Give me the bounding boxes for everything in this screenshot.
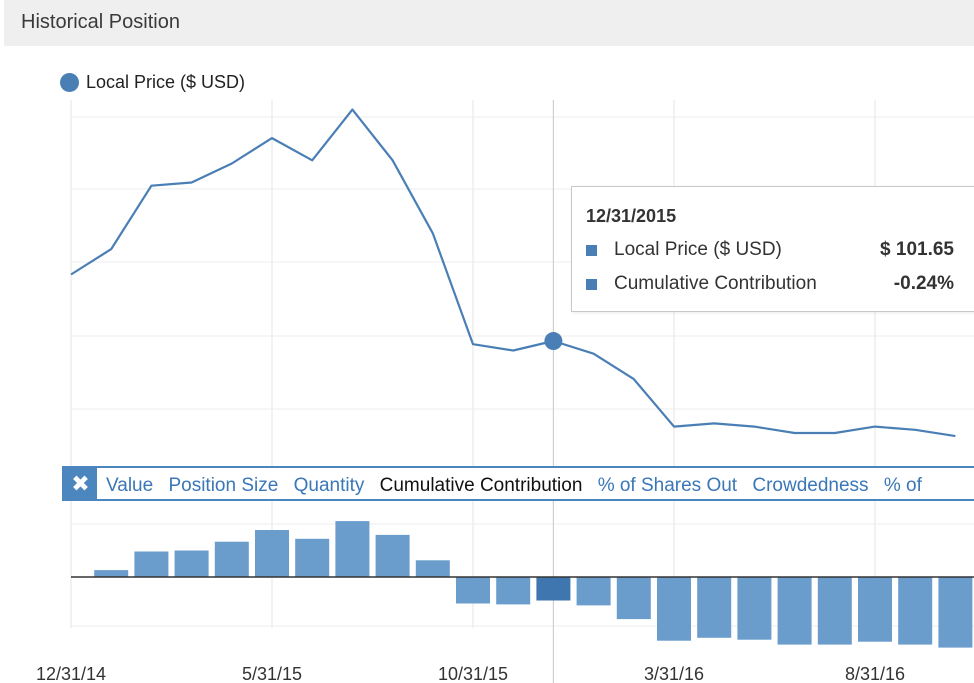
series-marker-icon — [586, 245, 597, 256]
price-point — [672, 425, 676, 429]
contribution-bar — [335, 521, 370, 577]
price-point — [632, 377, 636, 381]
tooltip-value: -0.24% — [893, 273, 954, 294]
tab-value[interactable]: Value — [106, 475, 154, 496]
contribution-bar — [898, 577, 933, 645]
legend-marker-icon — [60, 72, 79, 92]
price-point — [69, 272, 73, 276]
price-point — [431, 231, 435, 235]
contribution-bar — [576, 577, 611, 606]
contribution-bar — [858, 577, 892, 642]
contribution-bar — [737, 577, 772, 640]
x-axis: 12/31/14 5/31/15 10/31/15 3/31/16 8/31/16 — [36, 664, 905, 683]
tab-position-size[interactable]: Position Size — [168, 475, 279, 496]
tab-quantity[interactable]: Quantity — [293, 475, 365, 496]
panel-title: Historical Position — [21, 11, 180, 33]
contribution-bar — [777, 577, 812, 645]
contribution-bar — [255, 530, 289, 577]
price-point — [270, 136, 274, 140]
bar-layer — [71, 521, 974, 648]
price-point — [149, 184, 153, 188]
price-point — [913, 428, 917, 432]
price-point — [592, 352, 596, 356]
tooltip-value: $ 101.65 — [880, 239, 954, 260]
contribution-bar — [536, 577, 571, 601]
contribution-bar — [496, 577, 531, 605]
price-point — [230, 162, 234, 166]
price-point — [310, 158, 314, 162]
tab-more[interactable]: % of — [883, 475, 922, 496]
metric-tabs: Value Position Size Quantity Cumulative … — [106, 475, 932, 497]
price-point — [109, 247, 113, 251]
contribution-bar — [817, 577, 852, 645]
contribution-bar — [616, 577, 651, 620]
metric-tab-bar: ✖ Value Position Size Quantity Cumulativ… — [62, 466, 974, 501]
price-point — [190, 181, 194, 185]
contribution-bar — [415, 560, 450, 577]
tab-crowdedness[interactable]: Crowdedness — [752, 475, 869, 496]
price-point — [712, 421, 716, 425]
contribution-bar — [938, 577, 973, 648]
price-point — [752, 425, 756, 429]
price-point — [793, 431, 797, 435]
contribution-bar — [456, 577, 490, 604]
contribution-bar — [94, 570, 129, 577]
contribution-bar — [375, 534, 410, 577]
x-tick-label: 5/31/15 — [242, 664, 302, 683]
x-tick-label: 8/31/16 — [845, 664, 905, 683]
contribution-bar — [134, 551, 169, 577]
price-point — [350, 108, 354, 112]
panel-header: Historical Position — [4, 0, 974, 46]
contribution-bar — [657, 577, 691, 641]
tooltip-date: 12/31/2015 — [586, 206, 677, 226]
tooltip-label: Cumulative Contribution — [614, 273, 817, 294]
contribution-bar — [295, 538, 330, 577]
close-icon[interactable]: ✖ — [64, 468, 97, 499]
price-point — [391, 158, 395, 162]
contribution-bar — [697, 577, 732, 638]
line-layer — [69, 108, 957, 438]
price-point — [833, 431, 837, 435]
series-marker-icon — [586, 279, 597, 290]
tab-shares-out[interactable]: % of Shares Out — [597, 475, 738, 496]
chart-legend[interactable]: Local Price ($ USD) — [60, 70, 245, 94]
contribution-bar — [214, 541, 249, 577]
price-point — [511, 349, 515, 353]
highlight-point — [544, 332, 563, 351]
chart-tooltip: 12/31/2015 Local Price ($ USD) $ 101.65 … — [571, 186, 974, 312]
x-tick-label: 10/31/15 — [438, 664, 508, 683]
tab-cumulative-contribution[interactable]: Cumulative Contribution — [379, 475, 583, 496]
price-point — [873, 425, 877, 429]
price-point — [953, 434, 957, 438]
x-tick-label: 12/31/14 — [36, 664, 106, 683]
tooltip-label: Local Price ($ USD) — [614, 239, 782, 260]
price-point — [471, 342, 475, 346]
price-line — [70, 108, 956, 438]
contribution-bar — [174, 550, 209, 577]
x-tick-label: 3/31/16 — [644, 664, 704, 683]
legend-label: Local Price ($ USD) — [86, 71, 246, 92]
